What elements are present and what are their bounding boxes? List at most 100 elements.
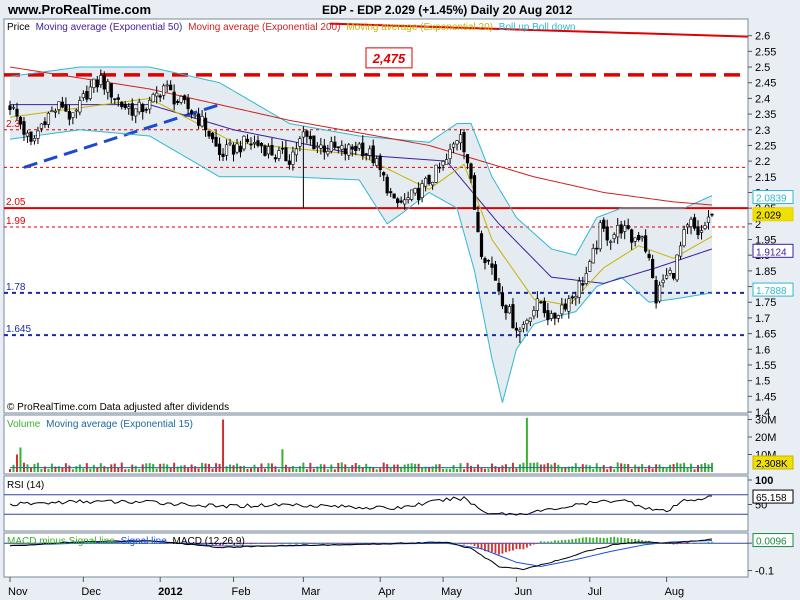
macd-hist-bar — [463, 543, 465, 545]
volume-bar — [578, 467, 581, 472]
candle — [588, 259, 592, 272]
macd-hist-bar — [218, 543, 221, 545]
candle-body — [315, 145, 319, 148]
candle-body — [616, 225, 620, 238]
candle-body — [64, 104, 68, 112]
candle-body — [67, 111, 71, 120]
candle — [151, 92, 155, 103]
candle — [210, 131, 215, 143]
candle-body — [357, 143, 361, 149]
candle — [144, 107, 148, 114]
candle — [678, 241, 683, 260]
candle-body — [664, 274, 669, 279]
candle-body — [462, 132, 466, 153]
volume-bar — [110, 464, 113, 472]
candle — [633, 237, 637, 247]
volume-bar — [487, 468, 490, 472]
candle — [46, 111, 51, 129]
candle — [305, 129, 309, 144]
macd-hist-bar — [145, 542, 148, 544]
macd-hist-bar — [477, 543, 479, 549]
candle — [196, 107, 201, 129]
candle-body — [685, 224, 690, 228]
candle-body — [22, 121, 26, 135]
volume-bar — [316, 466, 319, 472]
volume-bar — [288, 467, 291, 472]
macd-hist-bar — [609, 537, 612, 544]
candle-body — [378, 155, 382, 171]
volume-bar — [169, 467, 172, 472]
candle-body — [266, 146, 271, 155]
candle-body — [305, 130, 309, 137]
level-label: 1.78 — [6, 282, 26, 293]
candle-body — [465, 154, 470, 164]
volume-bar — [358, 464, 361, 472]
candle-body — [420, 183, 424, 198]
volume-bar — [124, 469, 127, 472]
candle — [340, 140, 344, 156]
candle-body — [336, 146, 340, 149]
macd-hist-bar — [159, 543, 162, 544]
candle-body — [127, 106, 131, 109]
macd-hist-bar — [19, 543, 22, 544]
candle — [106, 78, 110, 100]
candle — [706, 210, 711, 230]
candle — [675, 254, 679, 283]
macd-hist-bar — [487, 543, 490, 552]
candle — [74, 108, 78, 119]
candle — [441, 160, 445, 171]
macd-hist-bar — [707, 541, 710, 544]
macd-value-tag: 0.0096 — [756, 537, 787, 548]
candle-body — [172, 91, 176, 105]
candle-body — [623, 225, 627, 232]
candle-body — [287, 160, 292, 165]
volume-bar — [403, 464, 406, 472]
macd-hist-bar — [291, 542, 294, 544]
price-ytick-label: 2 — [755, 219, 761, 231]
candle-body — [207, 130, 211, 137]
volume-bar — [613, 469, 616, 472]
legend-ema200: Moving average (Exponential 200) — [188, 22, 340, 33]
volume-bar — [463, 469, 466, 472]
value-tag-box — [752, 207, 794, 222]
candle-body — [284, 147, 288, 162]
candle-body — [190, 110, 194, 114]
candle — [525, 318, 529, 332]
macd-hist-bar — [567, 539, 570, 544]
macd-hist-bar — [585, 537, 588, 544]
macd-hist-bar — [323, 542, 326, 544]
candle — [326, 144, 330, 157]
macd-hist-bar — [9, 543, 11, 544]
bollinger-lower-line — [9, 129, 713, 403]
candle-body — [479, 233, 484, 257]
macd-hist-bar — [508, 543, 511, 552]
candle — [469, 162, 473, 184]
candle — [553, 312, 557, 326]
price-ytick-label: 2.55 — [755, 46, 776, 58]
candle-body — [144, 109, 148, 111]
candle-body — [647, 253, 651, 259]
macd-hist-bar — [525, 543, 528, 548]
candle — [574, 291, 578, 306]
volume-bar — [445, 468, 448, 472]
volume-plot: 10M20M30M2,308K — [9, 415, 794, 472]
candle-body — [151, 94, 155, 103]
candle — [43, 117, 47, 128]
candle-body — [228, 142, 232, 145]
candle — [172, 84, 176, 111]
macd-hist-bar — [574, 538, 577, 544]
macd-hist-bar — [134, 542, 137, 544]
value-tag: 1.7888 — [756, 286, 787, 297]
candle-body — [221, 153, 225, 157]
volume-bar — [134, 465, 137, 472]
candle — [245, 134, 250, 144]
candle-body — [521, 324, 526, 329]
candle — [668, 267, 672, 276]
candle-body — [504, 305, 508, 314]
candle-body — [671, 272, 676, 279]
candle — [605, 219, 609, 246]
candle-body — [619, 224, 623, 234]
candle — [221, 148, 225, 162]
candle-body — [350, 146, 354, 150]
volume-bar — [78, 464, 81, 472]
